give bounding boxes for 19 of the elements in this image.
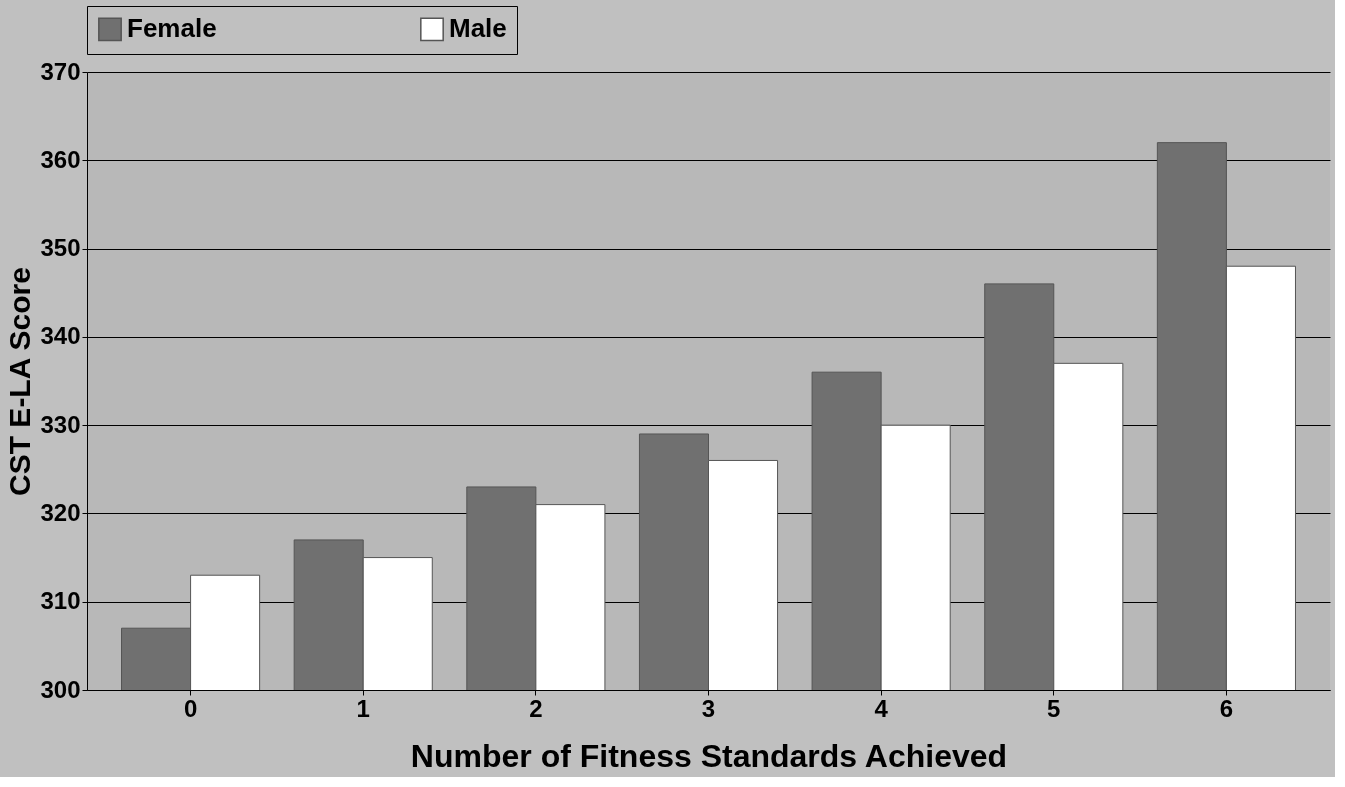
- y-tick-label: 330: [40, 410, 81, 438]
- legend-label: Male: [449, 13, 507, 44]
- x-axis-title: Number of Fitness Standards Achieved: [410, 737, 1008, 774]
- x-tick-label: 4: [874, 694, 889, 722]
- y-tick-label: 300: [40, 675, 81, 703]
- y-tick-label: 370: [40, 57, 81, 85]
- x-tick-label: 5: [1047, 694, 1061, 722]
- legend-label: Female: [127, 13, 217, 44]
- x-tick-label: 1: [356, 694, 370, 722]
- x-tick-label: 0: [183, 694, 198, 722]
- y-axis-title: CST E-LA Score: [3, 267, 37, 496]
- x-tick-label: 3: [701, 694, 716, 722]
- y-tick-label: 310: [40, 587, 81, 615]
- y-tick-label: 320: [40, 498, 81, 526]
- y-tick-label: 360: [40, 145, 81, 173]
- x-tick-label: 6: [1219, 694, 1234, 722]
- y-tick-label: 340: [40, 322, 81, 350]
- y-tick-label: 350: [40, 234, 81, 262]
- x-tick-label: 2: [529, 694, 543, 722]
